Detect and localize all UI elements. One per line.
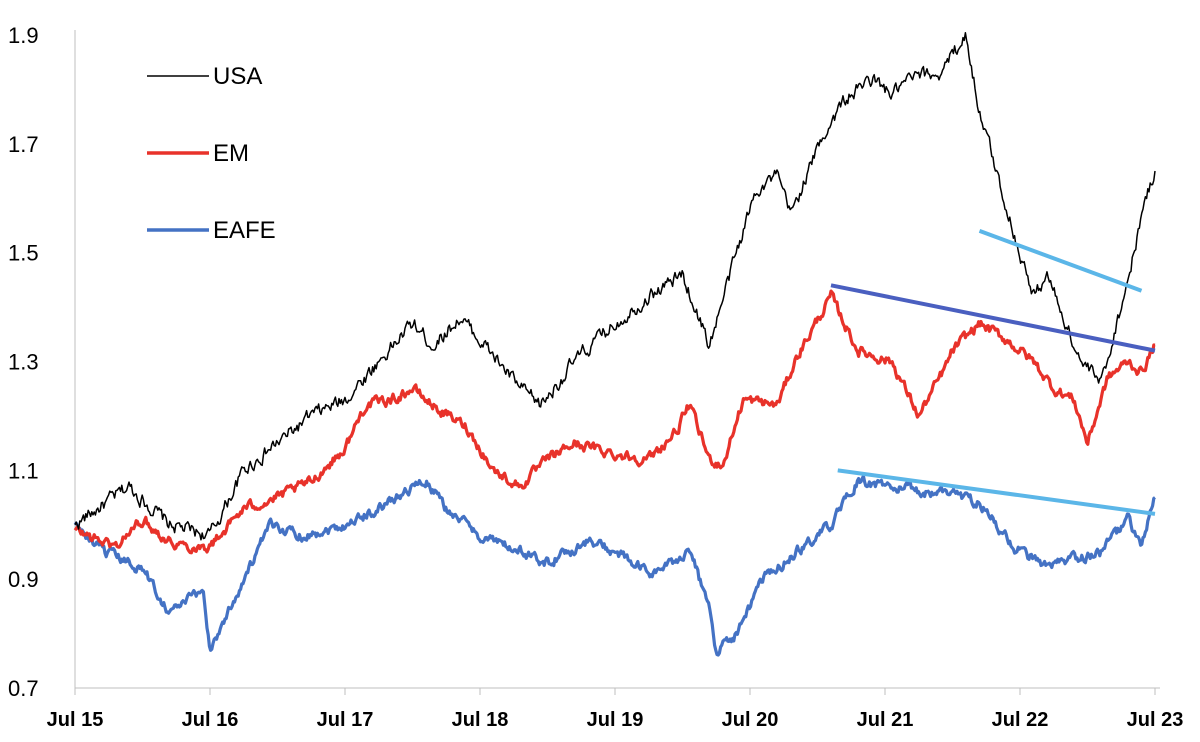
- x-tick-label: Jul 19: [587, 709, 644, 731]
- legend-label: EM: [213, 140, 249, 167]
- y-tick-label: 1.7: [8, 132, 39, 157]
- x-tick-label: Jul 16: [182, 709, 239, 731]
- x-tick-label: Jul 15: [47, 709, 104, 731]
- legend-label: EAFE: [213, 217, 276, 244]
- y-tick-label: 1.5: [8, 241, 39, 266]
- trend-line: [830, 283, 1156, 353]
- x-tick-label: Jul 20: [722, 709, 779, 731]
- series-line-eafe: [73, 474, 1156, 657]
- x-tick-label: Jul 22: [992, 709, 1049, 731]
- x-tick-label: Jul 18: [452, 709, 509, 731]
- trend-line: [837, 468, 1156, 516]
- y-tick-label: 1.1: [8, 458, 39, 483]
- x-tick-label: Jul 17: [317, 709, 374, 731]
- y-tick-label: 0.9: [8, 567, 39, 592]
- y-tick-label: 0.7: [8, 676, 39, 701]
- legend-label: USA: [213, 63, 262, 90]
- y-tick-label: 1.3: [8, 350, 39, 375]
- y-tick-label: 1.9: [8, 23, 39, 48]
- series-line-usa: [74, 31, 1156, 541]
- x-tick-label: Jul 23: [1127, 709, 1184, 731]
- trend-line: [978, 229, 1143, 293]
- x-tick-label: Jul 21: [857, 709, 914, 731]
- series-line-em: [73, 289, 1156, 555]
